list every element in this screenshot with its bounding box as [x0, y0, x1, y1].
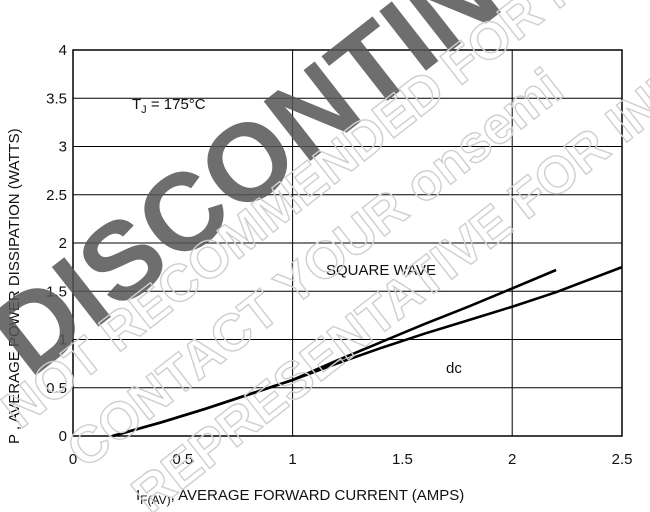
y-tick-label: 2	[59, 235, 67, 252]
y-axis-label: P , AVERAGE POWER DISSIPATION (WATTS)	[6, 128, 23, 444]
plot-border	[72, 49, 623, 437]
square-wave-label: SQUARE WAVE	[326, 262, 436, 279]
y-tick-label: 3	[59, 139, 67, 156]
plot-frame	[72, 49, 623, 437]
y-tick-labels: 0 0.5 1 1.5 2 2.5 3 3.5 4	[46, 42, 67, 445]
y-tick-label: 0	[59, 428, 67, 445]
x-tick-label: 0	[69, 451, 77, 468]
x-axis-label: IF(AV), AVERAGE FORWARD CURRENT (AMPS)	[136, 487, 464, 507]
y-tick-label: 2.5	[46, 187, 67, 204]
y-tick-label: 0.5	[46, 380, 67, 397]
dc-label: dc	[446, 360, 462, 377]
y-tick-label: 3.5	[46, 90, 67, 107]
y-tick-label: 1	[59, 332, 67, 349]
series-line-dc	[112, 265, 623, 438]
junction-temp-annotation: TJ = 175°C	[132, 96, 206, 116]
x-tick-label: 1.5	[392, 451, 413, 468]
grid-lines	[73, 50, 622, 436]
x-tick-label: 2.5	[612, 451, 633, 468]
y-tick-label: 1.5	[46, 283, 67, 300]
y-tick-label: 4	[59, 42, 67, 59]
x-tick-label: 2	[508, 451, 516, 468]
x-tick-label: 1	[288, 451, 296, 468]
x-tick-label: 0.5	[172, 451, 193, 468]
series-lines	[112, 265, 623, 438]
x-tick-labels: 0 0.5 1 1.5 2 2.5	[69, 451, 633, 468]
